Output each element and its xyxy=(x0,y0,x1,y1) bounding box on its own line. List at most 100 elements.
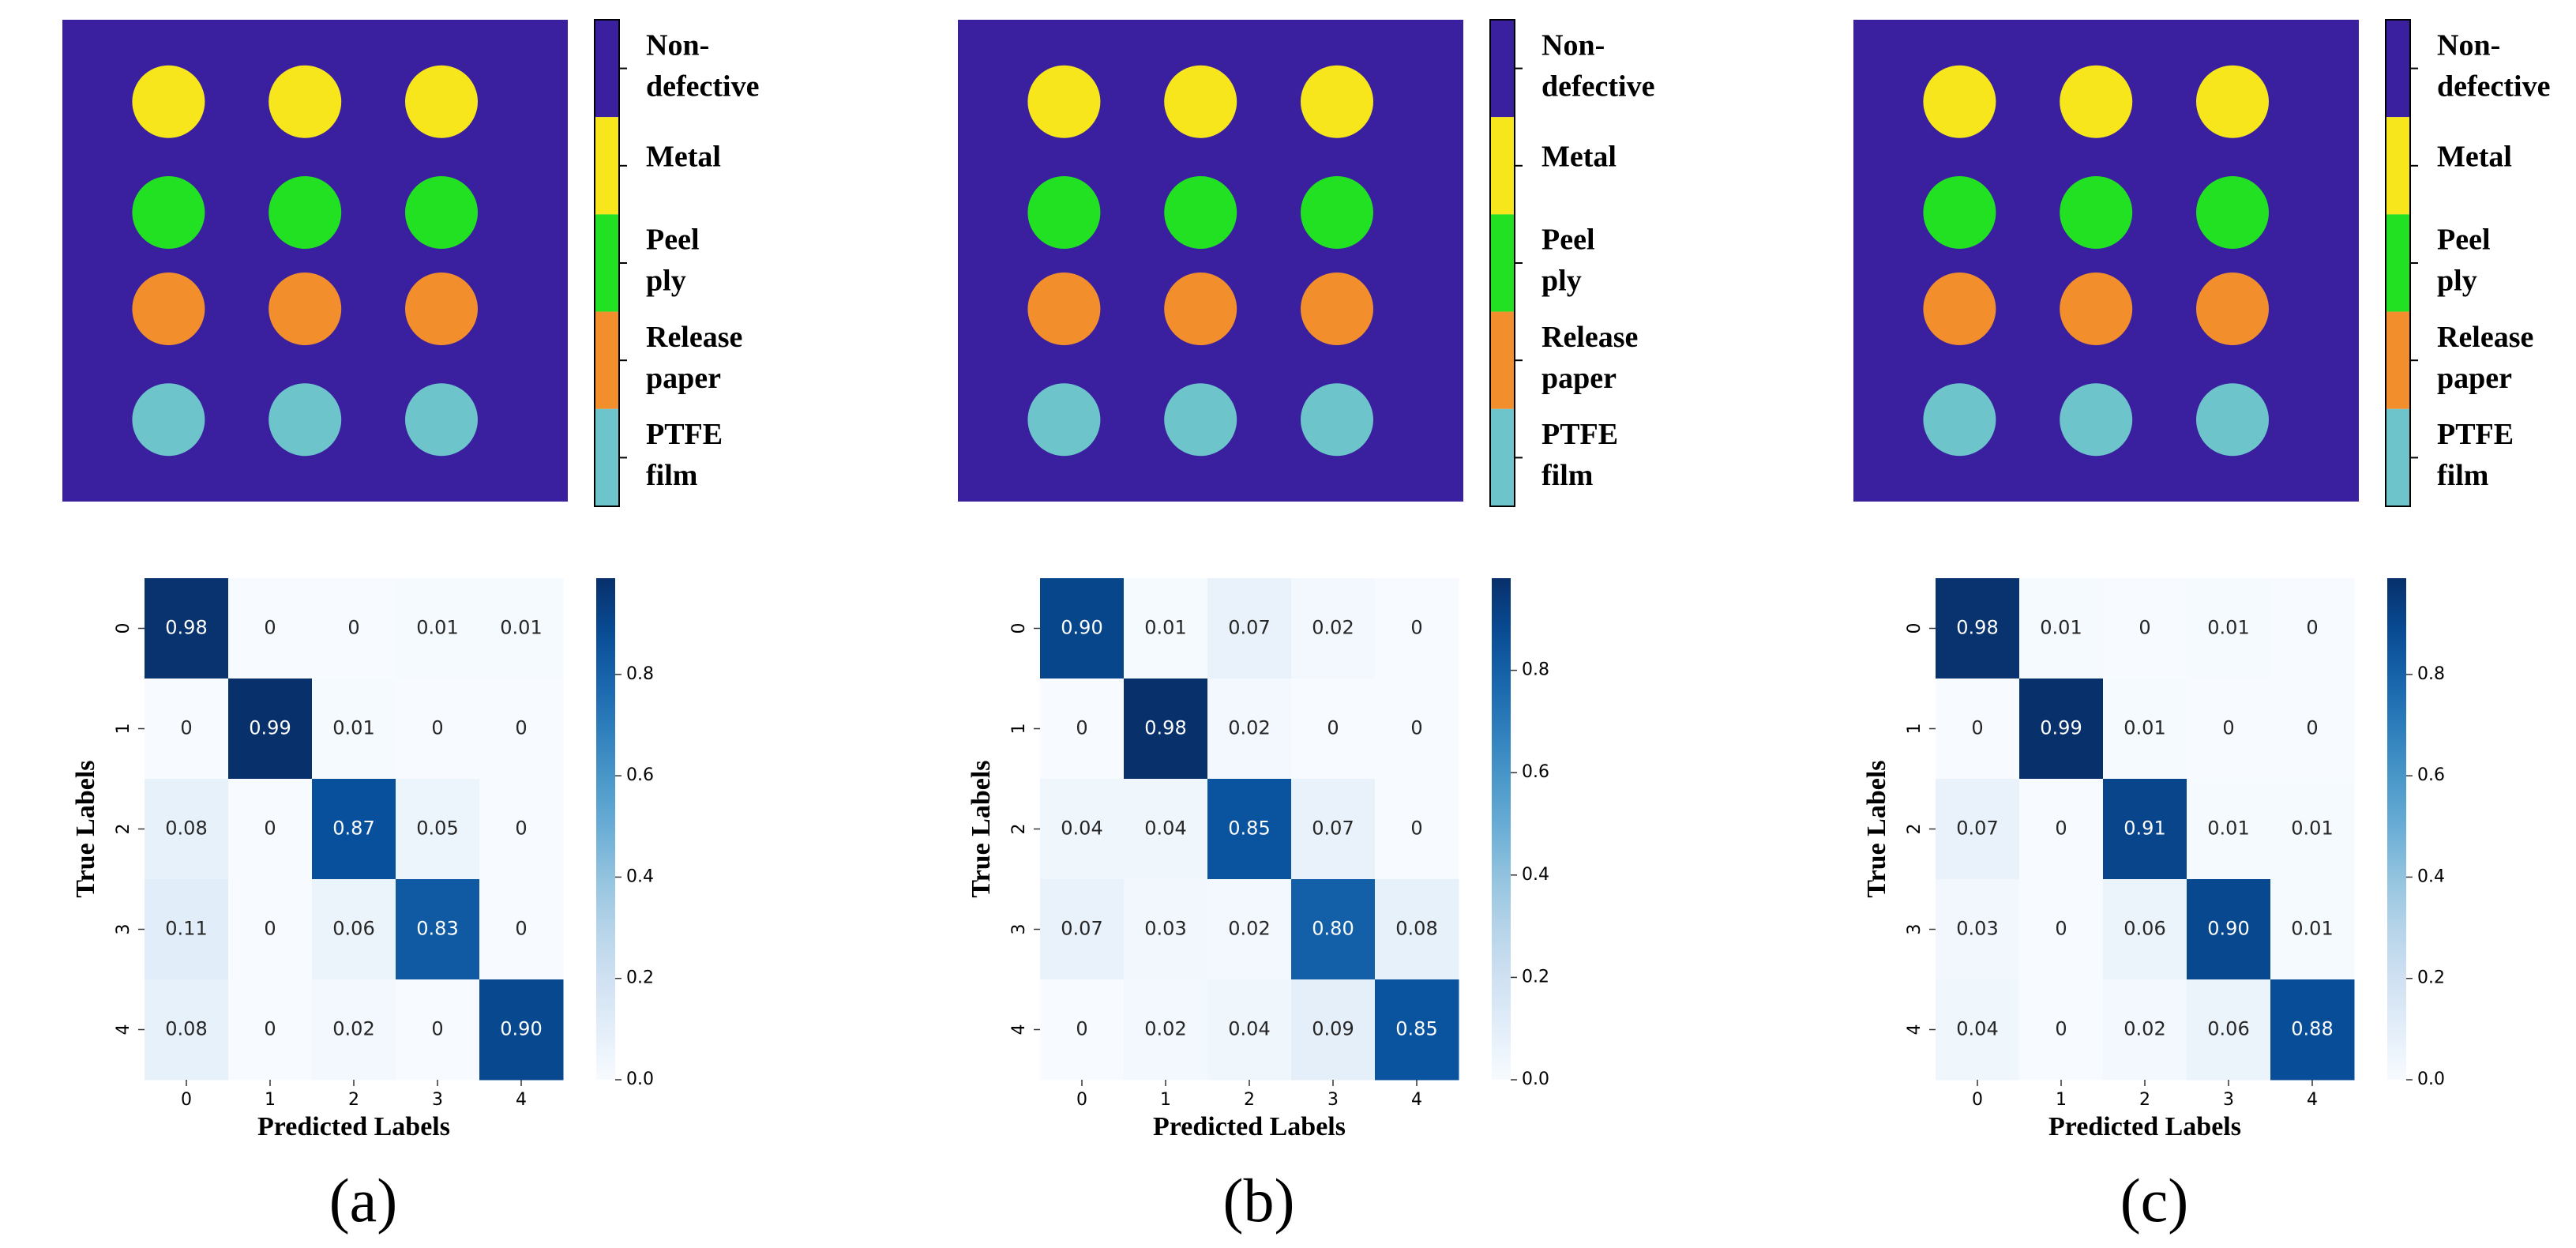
cell-label: 0.08 xyxy=(1395,918,1437,940)
sample-disk xyxy=(1027,65,1101,138)
heatmap-cell xyxy=(479,578,564,679)
heatmap-cell xyxy=(228,578,313,679)
legend-label: Peel xyxy=(1541,224,1595,257)
heatmap-cell xyxy=(228,679,313,780)
colorbar-tick-label: 0.2 xyxy=(626,968,654,988)
heatmap-cell xyxy=(1291,779,1376,880)
cell-label: 0 xyxy=(431,717,443,739)
cell-label: 0.01 xyxy=(2291,918,2333,940)
heatmap-cell xyxy=(2187,779,2271,880)
cell-label: 0.01 xyxy=(2124,717,2165,739)
legend-label: Non- xyxy=(2437,28,2500,62)
heatmap-cell xyxy=(396,879,480,980)
cell-label: 0.01 xyxy=(332,717,374,739)
heatmap-cell xyxy=(1375,578,1459,679)
heatmap-cell xyxy=(1375,879,1459,980)
y-tick-label: 4 xyxy=(1905,1024,1924,1036)
heatmap-cell xyxy=(2270,779,2355,880)
heatmap-cell xyxy=(1124,578,1208,679)
x-tick-label: 2 xyxy=(1244,1090,1255,1110)
cell-label: 0.02 xyxy=(332,1018,374,1040)
heatmap-cell xyxy=(1375,679,1459,780)
cell-label: 0 xyxy=(515,918,527,940)
sample-disk xyxy=(2060,65,2133,138)
heatmap-cell xyxy=(228,879,313,980)
cell-label: 0.01 xyxy=(500,617,542,639)
x-tick-label: 0 xyxy=(1972,1090,1983,1110)
heatmap-cell xyxy=(396,979,480,1081)
sample-disk xyxy=(1164,383,1237,457)
cell-label: 0 xyxy=(1410,818,1422,840)
cell-label: 0.98 xyxy=(1956,617,1998,639)
heatmap-cell xyxy=(2103,679,2187,780)
cell-label: 0.06 xyxy=(332,918,374,940)
x-tick-label: 3 xyxy=(432,1090,443,1110)
x-tick-label: 0 xyxy=(1076,1090,1087,1110)
colorbar-tick-label: 0.4 xyxy=(626,866,654,886)
cell-label: 0 xyxy=(2055,918,2067,940)
cell-label: 0.88 xyxy=(2291,1018,2333,1040)
heatmap-cell xyxy=(312,679,396,780)
legend-label: defective xyxy=(646,70,759,103)
sample-disk xyxy=(2060,176,2133,249)
cell-label: 0.01 xyxy=(1144,617,1186,639)
heatmap-cell xyxy=(1291,679,1376,780)
heatmap-cell xyxy=(1291,979,1376,1081)
cell-label: 0.05 xyxy=(416,818,458,840)
legend-swatch xyxy=(1490,311,1515,409)
sample-disk xyxy=(1923,176,1996,249)
cell-label: 0.04 xyxy=(1228,1018,1270,1040)
cell-label: 0.02 xyxy=(2124,1018,2165,1040)
y-tick-label: 4 xyxy=(114,1024,133,1036)
cell-label: 0.01 xyxy=(2040,617,2082,639)
y-tick-label: 3 xyxy=(114,924,133,935)
cell-label: 0 xyxy=(2055,818,2067,840)
heatmap-cell xyxy=(2270,979,2355,1081)
cell-label: 0 xyxy=(264,918,276,940)
sample-disk xyxy=(1923,383,1996,457)
legend-swatch xyxy=(2386,408,2410,506)
cell-label: 0.02 xyxy=(1228,918,1270,940)
legend-swatch xyxy=(595,311,619,409)
cell-label: 0.11 xyxy=(165,918,207,940)
heatmap-cell xyxy=(2187,679,2271,780)
x-tick-label: 2 xyxy=(348,1090,359,1110)
legend-label: film xyxy=(646,459,697,492)
heatmap-cell xyxy=(1207,578,1292,679)
heatmap-cell xyxy=(145,578,229,679)
sample-disk xyxy=(2196,65,2269,138)
legend-label: film xyxy=(1541,459,1593,492)
legend-label: PTFE xyxy=(646,418,723,451)
heatmap-cell xyxy=(479,779,564,880)
sample-disk xyxy=(1923,273,1996,345)
cell-label: 0 xyxy=(431,1018,443,1040)
sample-disk xyxy=(2060,383,2133,457)
sample-disk xyxy=(1027,383,1101,457)
cell-label: 0 xyxy=(180,717,192,739)
heatmap-cell xyxy=(396,679,480,780)
cell-label: 0 xyxy=(347,617,359,639)
legend-label: Non- xyxy=(1541,28,1605,62)
heatmap-cell xyxy=(2270,879,2355,980)
colorbar-tick-label: 0.6 xyxy=(2417,765,2445,785)
cell-label: 0.06 xyxy=(2207,1018,2249,1040)
cell-label: 0 xyxy=(1076,717,1087,739)
heatmap-cell xyxy=(396,578,480,679)
x-axis-label: Predicted Labels xyxy=(1153,1112,1346,1141)
y-tick-label: 1 xyxy=(114,724,133,735)
legend-frame xyxy=(594,19,620,507)
cell-label: 0.07 xyxy=(1956,818,1998,840)
sample-disk xyxy=(1027,176,1101,249)
legend-swatch xyxy=(595,20,619,118)
heatmap-cell xyxy=(1040,779,1125,880)
cell-label: 0.06 xyxy=(2124,918,2165,940)
x-tick-label: 1 xyxy=(1160,1090,1171,1110)
legend-label: Release xyxy=(646,321,742,354)
sample-disk xyxy=(1301,383,1373,457)
sample-disk xyxy=(1301,65,1373,138)
cell-label: 0.99 xyxy=(2040,717,2082,739)
cell-label: 0 xyxy=(2055,1018,2067,1040)
colorbar-tick-label: 0.4 xyxy=(2417,866,2445,886)
sample-disk xyxy=(132,383,205,457)
heatmap-cell xyxy=(2019,679,2104,780)
